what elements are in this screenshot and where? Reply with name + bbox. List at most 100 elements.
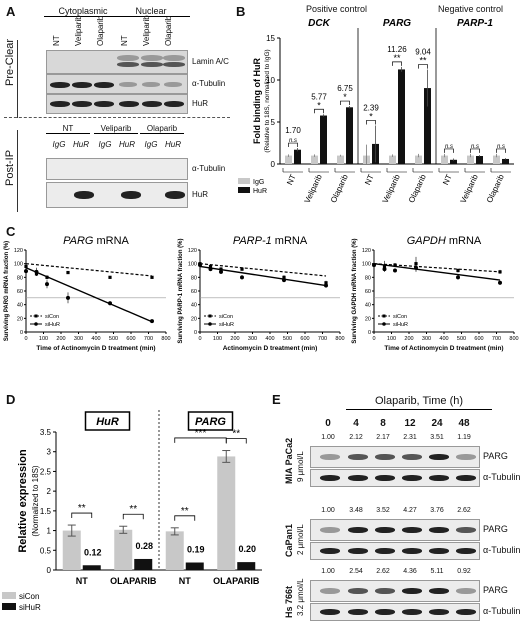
blot-hur-preclear bbox=[46, 94, 188, 114]
point-sihur bbox=[24, 269, 28, 274]
point-sicon bbox=[66, 270, 70, 275]
band bbox=[402, 609, 422, 615]
y-tick-label: 40 bbox=[191, 303, 197, 309]
sig-label: n.s bbox=[445, 144, 453, 150]
side-bracket-postip bbox=[17, 130, 18, 212]
x-tick-label: 100 bbox=[213, 336, 222, 342]
blot-label-tubulin-postip: α-Tubulin bbox=[192, 164, 226, 173]
band bbox=[165, 191, 185, 199]
sig-bracket bbox=[366, 120, 376, 125]
sig-label: ** bbox=[232, 429, 240, 440]
point-sihur bbox=[108, 301, 112, 306]
gene-box-label: HuR bbox=[96, 416, 119, 428]
band bbox=[402, 454, 422, 460]
blot-parg bbox=[310, 580, 480, 602]
band bbox=[375, 527, 395, 533]
blot-label-hur: HuR bbox=[192, 99, 209, 108]
x-tick-label: 300 bbox=[74, 336, 83, 342]
y-tick-label: 60 bbox=[17, 289, 23, 295]
chart-title-gene: PARP-1 bbox=[233, 235, 272, 247]
fit-line-sicon bbox=[199, 263, 327, 277]
bar-hur bbox=[502, 158, 509, 164]
blot-label-parg: PARG bbox=[483, 524, 508, 534]
blot-parg bbox=[310, 519, 480, 541]
panel-e-label: E bbox=[272, 392, 281, 407]
y-tick-label: 20 bbox=[17, 316, 23, 322]
x-tick-label: 500 bbox=[283, 336, 292, 342]
density-value: 2.12 bbox=[349, 434, 363, 441]
sig-bracket bbox=[392, 61, 402, 66]
value-label: 0.20 bbox=[238, 544, 256, 554]
density-value: 4.36 bbox=[403, 568, 417, 575]
postip-lane-label: HuR bbox=[164, 140, 181, 149]
blot-tubulin-postip bbox=[46, 158, 188, 180]
blot-label-lamin: Lamin A/C bbox=[192, 57, 229, 66]
density-value: 1.00 bbox=[321, 568, 335, 575]
y-tick-label: 120 bbox=[362, 248, 371, 254]
postip-group-label: NT bbox=[46, 124, 90, 134]
fold-label: 6.75 bbox=[337, 84, 353, 93]
density-value: 1.00 bbox=[321, 507, 335, 514]
postip-group-label: Olaparib bbox=[140, 124, 184, 134]
y-axis-label: Relative expression bbox=[17, 449, 29, 553]
x-category-label: Olaparib bbox=[485, 173, 506, 205]
fold-label: 1.70 bbox=[285, 126, 301, 135]
y-tick-label: 100 bbox=[14, 262, 23, 268]
bar-igg bbox=[337, 155, 344, 164]
sig-label: n.s bbox=[497, 144, 505, 150]
density-value: 5.11 bbox=[430, 568, 444, 575]
x-tick-label: 0 bbox=[198, 336, 201, 342]
bar-sihur bbox=[237, 562, 256, 570]
y-axis-label: Surviving PARG mRNA fraction (%) bbox=[4, 241, 10, 341]
cell-line-dose: 2 μmol/L bbox=[296, 524, 305, 555]
x-category-label: NT bbox=[285, 173, 298, 187]
legend-label-sicon: siCon bbox=[219, 314, 233, 320]
bar-sicon bbox=[62, 530, 81, 570]
band bbox=[456, 454, 476, 460]
gene-box-label: PARG bbox=[195, 416, 226, 428]
bar-sihur bbox=[134, 558, 153, 570]
band bbox=[348, 588, 368, 594]
y-tick-label: 40 bbox=[365, 303, 371, 309]
cell-line-dose: 3.2 μmol/L bbox=[296, 578, 305, 616]
band bbox=[72, 101, 92, 107]
bar-hur bbox=[320, 115, 327, 164]
band bbox=[320, 454, 340, 460]
point-sicon bbox=[240, 267, 244, 271]
bar-sicon bbox=[217, 456, 236, 570]
y-tick-label: 80 bbox=[17, 275, 23, 281]
band bbox=[119, 82, 137, 87]
legend-marker-sicon bbox=[208, 314, 212, 318]
sig-bracket bbox=[174, 515, 196, 521]
point-sihur bbox=[393, 268, 397, 273]
legend-label-sicon: siCon bbox=[45, 314, 59, 320]
band bbox=[348, 548, 368, 554]
lane-label-preclear: Olaparib bbox=[164, 15, 173, 46]
fold-label: 5.77 bbox=[311, 92, 327, 101]
blot-label-tubulin: α-Tubulin bbox=[192, 79, 226, 88]
time-label: 24 bbox=[431, 418, 443, 429]
sig-label: ** bbox=[129, 504, 137, 515]
lane-label-preclear: Olaparib bbox=[96, 15, 105, 46]
y-tick-label: 5 bbox=[271, 118, 276, 127]
band bbox=[320, 548, 340, 554]
point-sicon bbox=[282, 275, 286, 279]
sig-bracket bbox=[71, 512, 93, 519]
x-tick-label: 400 bbox=[439, 336, 448, 342]
band bbox=[429, 609, 449, 615]
legend-swatch-sicon bbox=[2, 592, 16, 599]
y-tick-label: 0.5 bbox=[40, 546, 52, 555]
chart-c-gapdh: GAPDH mRNA 0 20 40 60 80 100 120 0 100 200 300 400 50… bbox=[352, 235, 519, 352]
time-label: 12 bbox=[404, 418, 416, 429]
point-sihur bbox=[198, 263, 202, 268]
band bbox=[320, 609, 340, 615]
fit-line-sihur bbox=[373, 262, 501, 281]
blot-tubulin-preclear bbox=[46, 74, 188, 94]
chart-title: PARG mRNA bbox=[63, 235, 129, 247]
point-sihur bbox=[240, 275, 244, 280]
density-value: 3.48 bbox=[349, 507, 363, 514]
y-tick-label: 0 bbox=[194, 330, 197, 336]
x-axis-label: Actinomycin D treatment (min) bbox=[223, 345, 318, 352]
fold-label: 2.39 bbox=[363, 103, 379, 112]
band bbox=[429, 548, 449, 554]
